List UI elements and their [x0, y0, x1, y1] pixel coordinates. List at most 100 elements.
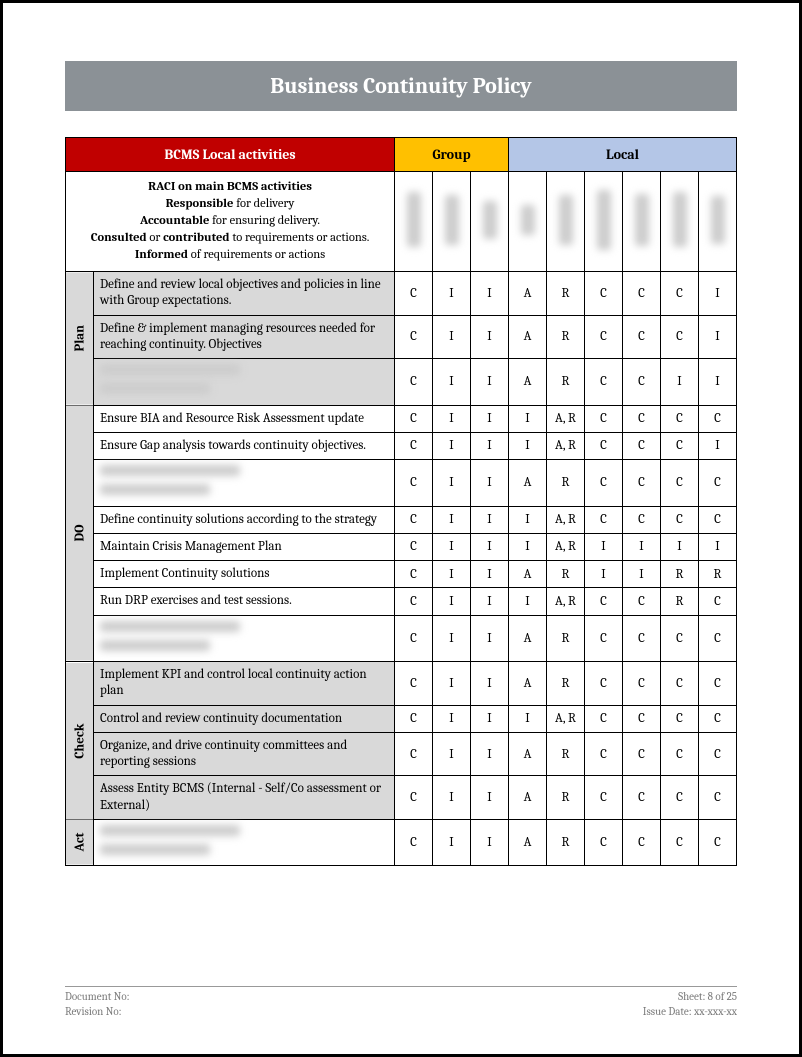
raci-value: I — [661, 359, 699, 406]
raci-value: I — [623, 561, 661, 588]
raci-value: C — [395, 776, 433, 820]
raci-value: C — [623, 776, 661, 820]
activity-cell: Control and review continuity documentat… — [94, 705, 395, 732]
raci-value: I — [509, 588, 547, 615]
raci-value: C — [623, 705, 661, 732]
raci-value: I — [471, 588, 509, 615]
activity-cell: Implement KPI and control local continui… — [94, 662, 395, 706]
raci-value: I — [471, 615, 509, 662]
raci-value: C — [395, 561, 433, 588]
raci-value: R — [547, 359, 585, 406]
raci-value: C — [395, 662, 433, 706]
role-col-3 — [471, 172, 509, 272]
raci-value: C — [623, 588, 661, 615]
raci-value: I — [433, 561, 471, 588]
raci-value: C — [661, 432, 699, 459]
phase-label: Check — [66, 662, 94, 820]
phase-label: Act — [66, 819, 94, 866]
raci-value: I — [433, 315, 471, 359]
activity-cell: Define & implement managing resources ne… — [94, 315, 395, 359]
raci-value: I — [623, 533, 661, 560]
raci-value: C — [661, 732, 699, 776]
raci-value: C — [623, 432, 661, 459]
role-col-2 — [433, 172, 471, 272]
table-row: CheckImplement KPI and control local con… — [66, 662, 737, 706]
issue-date: Issue Date: xx-xxx-xx — [643, 1005, 737, 1020]
raci-value: C — [585, 732, 623, 776]
raci-value: I — [471, 315, 509, 359]
raci-value: I — [433, 588, 471, 615]
raci-value: C — [699, 819, 737, 866]
raci-value: I — [661, 533, 699, 560]
raci-legend: RACI on main BCMS activitiesResponsible … — [66, 172, 395, 272]
table-row: DOEnsure BIA and Resource Risk Assessmen… — [66, 405, 737, 432]
table-row: Maintain Crisis Management PlanCIIIA, RI… — [66, 533, 737, 560]
raci-value: C — [395, 460, 433, 507]
raci-value: R — [547, 615, 585, 662]
role-col-5 — [547, 172, 585, 272]
activity-cell — [94, 615, 395, 662]
activity-cell: Maintain Crisis Management Plan — [94, 533, 395, 560]
doc-no: Document No: — [65, 990, 130, 1005]
raci-value: R — [547, 460, 585, 507]
raci-value: A — [509, 776, 547, 820]
table-row: ActCIIARCCCC — [66, 819, 737, 866]
raci-value: A — [509, 359, 547, 406]
raci-value: C — [623, 315, 661, 359]
raci-value: A — [509, 561, 547, 588]
raci-value: I — [509, 405, 547, 432]
raci-value: I — [471, 405, 509, 432]
raci-value: C — [661, 460, 699, 507]
raci-value: I — [433, 460, 471, 507]
activity-cell: Ensure BIA and Resource Risk Assessment … — [94, 405, 395, 432]
raci-value: I — [433, 405, 471, 432]
raci-value: C — [699, 732, 737, 776]
raci-value: I — [433, 533, 471, 560]
raci-value: I — [471, 506, 509, 533]
raci-value: I — [433, 506, 471, 533]
role-col-1 — [395, 172, 433, 272]
table-row: CIIARCCCC — [66, 615, 737, 662]
raci-value: I — [433, 662, 471, 706]
raci-value: C — [585, 705, 623, 732]
table-row: CIIARCCII — [66, 359, 737, 406]
table-row: CIIARCCCC — [66, 460, 737, 507]
raci-value: A — [509, 272, 547, 316]
raci-value: C — [699, 506, 737, 533]
page-footer: Document No: Revision No: Sheet: 8 of 25… — [65, 986, 737, 1020]
role-col-7 — [623, 172, 661, 272]
raci-value: C — [585, 460, 623, 507]
role-col-4 — [509, 172, 547, 272]
raci-table: BCMS Local activities Group Local RACI o… — [65, 137, 737, 866]
raci-value: I — [433, 732, 471, 776]
header-activities: BCMS Local activities — [66, 138, 395, 172]
role-col-9 — [699, 172, 737, 272]
table-row: Organize, and drive continuity committee… — [66, 732, 737, 776]
raci-value: C — [395, 615, 433, 662]
raci-value: C — [699, 460, 737, 507]
raci-value: I — [699, 272, 737, 316]
raci-value: C — [585, 432, 623, 459]
sheet-no: Sheet: 8 of 25 — [643, 990, 737, 1005]
raci-value: I — [433, 615, 471, 662]
raci-value: R — [547, 272, 585, 316]
raci-value: C — [623, 662, 661, 706]
raci-value: R — [547, 561, 585, 588]
raci-value: A, R — [547, 705, 585, 732]
raci-value: C — [623, 405, 661, 432]
raci-value: C — [395, 432, 433, 459]
raci-value: I — [699, 533, 737, 560]
raci-value: C — [661, 776, 699, 820]
raci-value: C — [661, 615, 699, 662]
raci-value: C — [585, 662, 623, 706]
header-local: Local — [509, 138, 737, 172]
raci-value: C — [699, 776, 737, 820]
raci-value: C — [623, 615, 661, 662]
raci-value: C — [661, 662, 699, 706]
raci-value: C — [699, 588, 737, 615]
raci-value: C — [623, 732, 661, 776]
raci-value: C — [585, 819, 623, 866]
activity-cell: Run DRP exercises and test sessions. — [94, 588, 395, 615]
header-group: Group — [395, 138, 509, 172]
page-title: Business Continuity Policy — [65, 61, 737, 111]
